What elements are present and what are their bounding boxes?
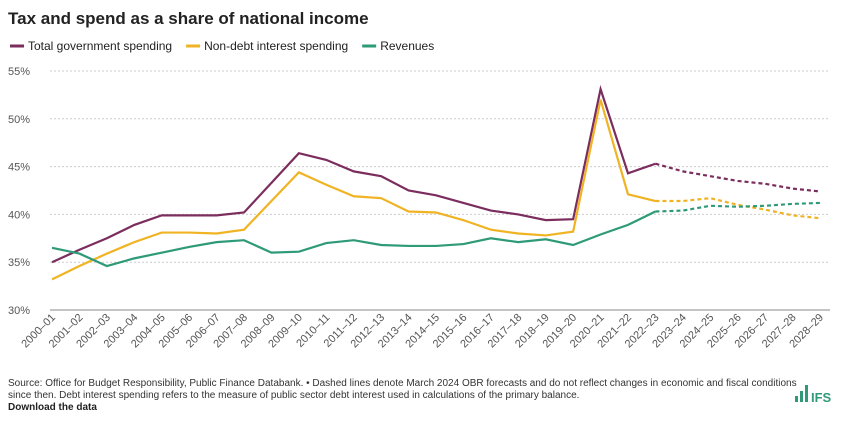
- y-tick-label: 40%: [8, 209, 30, 221]
- legend-item: Revenues: [362, 39, 434, 53]
- chart-title: Tax and spend as a share of national inc…: [8, 9, 369, 28]
- forecast-line: [655, 162, 821, 193]
- logo: IFS: [795, 385, 832, 405]
- legend-item: Non-debt interest spending: [186, 39, 348, 53]
- y-tick-label: 35%: [8, 257, 30, 269]
- caption: Source: Office for Budget Responsibility…: [8, 378, 797, 389]
- y-tick-label: 45%: [8, 162, 30, 174]
- legend-item: Total government spending: [10, 39, 172, 53]
- legend-label: Total government spending: [28, 39, 172, 53]
- caption: since then. Debt interest spending refer…: [8, 390, 579, 401]
- series-line: [51, 84, 656, 264]
- download-link[interactable]: Download the data: [8, 402, 97, 413]
- legend-label: Non-debt interest spending: [204, 39, 348, 53]
- logo-text: IFS: [811, 390, 832, 405]
- y-tick-label: 50%: [8, 114, 30, 126]
- y-tick-label: 55%: [8, 66, 30, 78]
- forecast-line: [655, 197, 821, 220]
- forecast-line: [655, 201, 821, 213]
- legend-label: Revenues: [380, 39, 434, 53]
- series-line: [51, 99, 656, 281]
- y-tick-label: 30%: [8, 305, 30, 317]
- series-line: [51, 210, 656, 268]
